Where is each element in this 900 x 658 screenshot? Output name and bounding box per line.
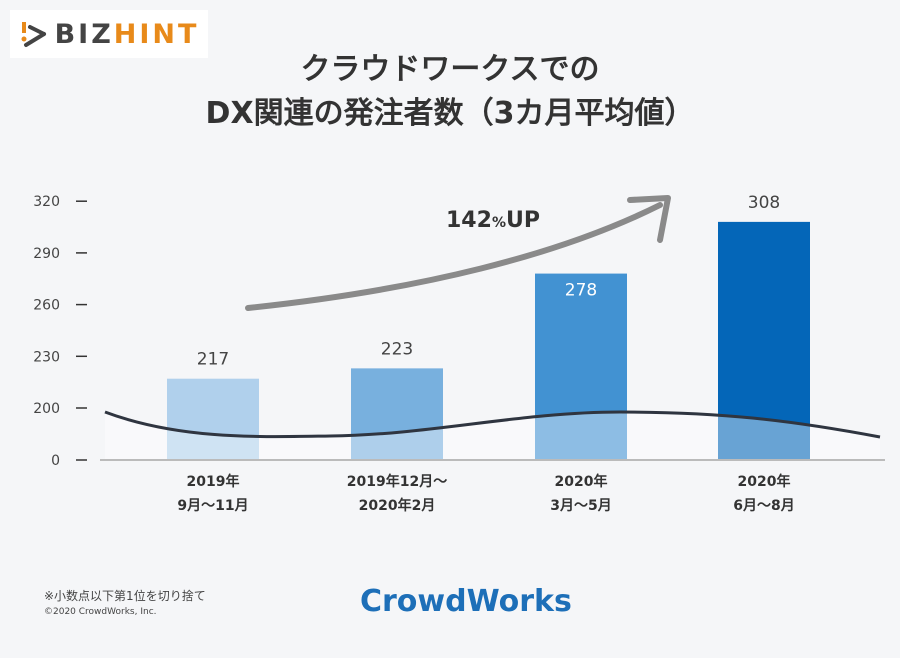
- bar: [167, 378, 259, 460]
- growth-arrow: [245, 202, 663, 311]
- data-label: 278: [565, 281, 597, 301]
- chart-title: クラウドワークスでの DX関連の発注者数（3カ月平均値）: [0, 48, 900, 136]
- x-tick-label: 3月〜5月: [550, 498, 611, 514]
- x-tick-label: 2020年: [738, 473, 791, 490]
- bizhint-logo: BIZ HINT: [10, 10, 208, 58]
- x-tick-label: 2019年12月〜: [347, 473, 447, 490]
- y-tick-label: 0: [51, 453, 60, 469]
- x-tick-label: 2020年2月: [359, 497, 436, 514]
- axis-break-wave: [104, 410, 881, 439]
- growth-arrowhead: [627, 195, 671, 243]
- x-tick-label: 9月〜11月: [177, 498, 248, 514]
- x-tick-label: 2019年: [187, 473, 240, 490]
- y-tick-label: 260: [33, 298, 60, 314]
- growth-annotation: 142%UP: [446, 208, 540, 233]
- crowdworks-logo: CrowdWorks: [360, 584, 572, 619]
- logo-text-biz: BIZ: [54, 18, 114, 50]
- x-tick-label: 6月〜8月: [733, 498, 794, 514]
- title-line-2: DX関連の発注者数（3カ月平均値）: [205, 96, 695, 131]
- title-line-1: クラウドワークスでの: [300, 52, 600, 87]
- y-tick-label: 320: [33, 194, 60, 210]
- data-label: 223: [381, 339, 413, 359]
- logo-text-hint: HINT: [113, 18, 200, 50]
- bar: [535, 273, 627, 460]
- y-tick-label: 200: [33, 401, 60, 417]
- data-label: 308: [748, 193, 780, 213]
- y-tick-label: 230: [33, 349, 60, 365]
- x-tick-label: 2020年: [555, 473, 608, 490]
- bizhint-logo-icon: [21, 22, 46, 47]
- copyright: ©2020 CrowdWorks, Inc.: [44, 607, 157, 617]
- y-tick-label: 290: [33, 246, 60, 262]
- footnote: ※小数点以下第1位を切り捨て: [44, 589, 206, 603]
- data-label: 217: [197, 350, 229, 370]
- bar: [351, 368, 443, 460]
